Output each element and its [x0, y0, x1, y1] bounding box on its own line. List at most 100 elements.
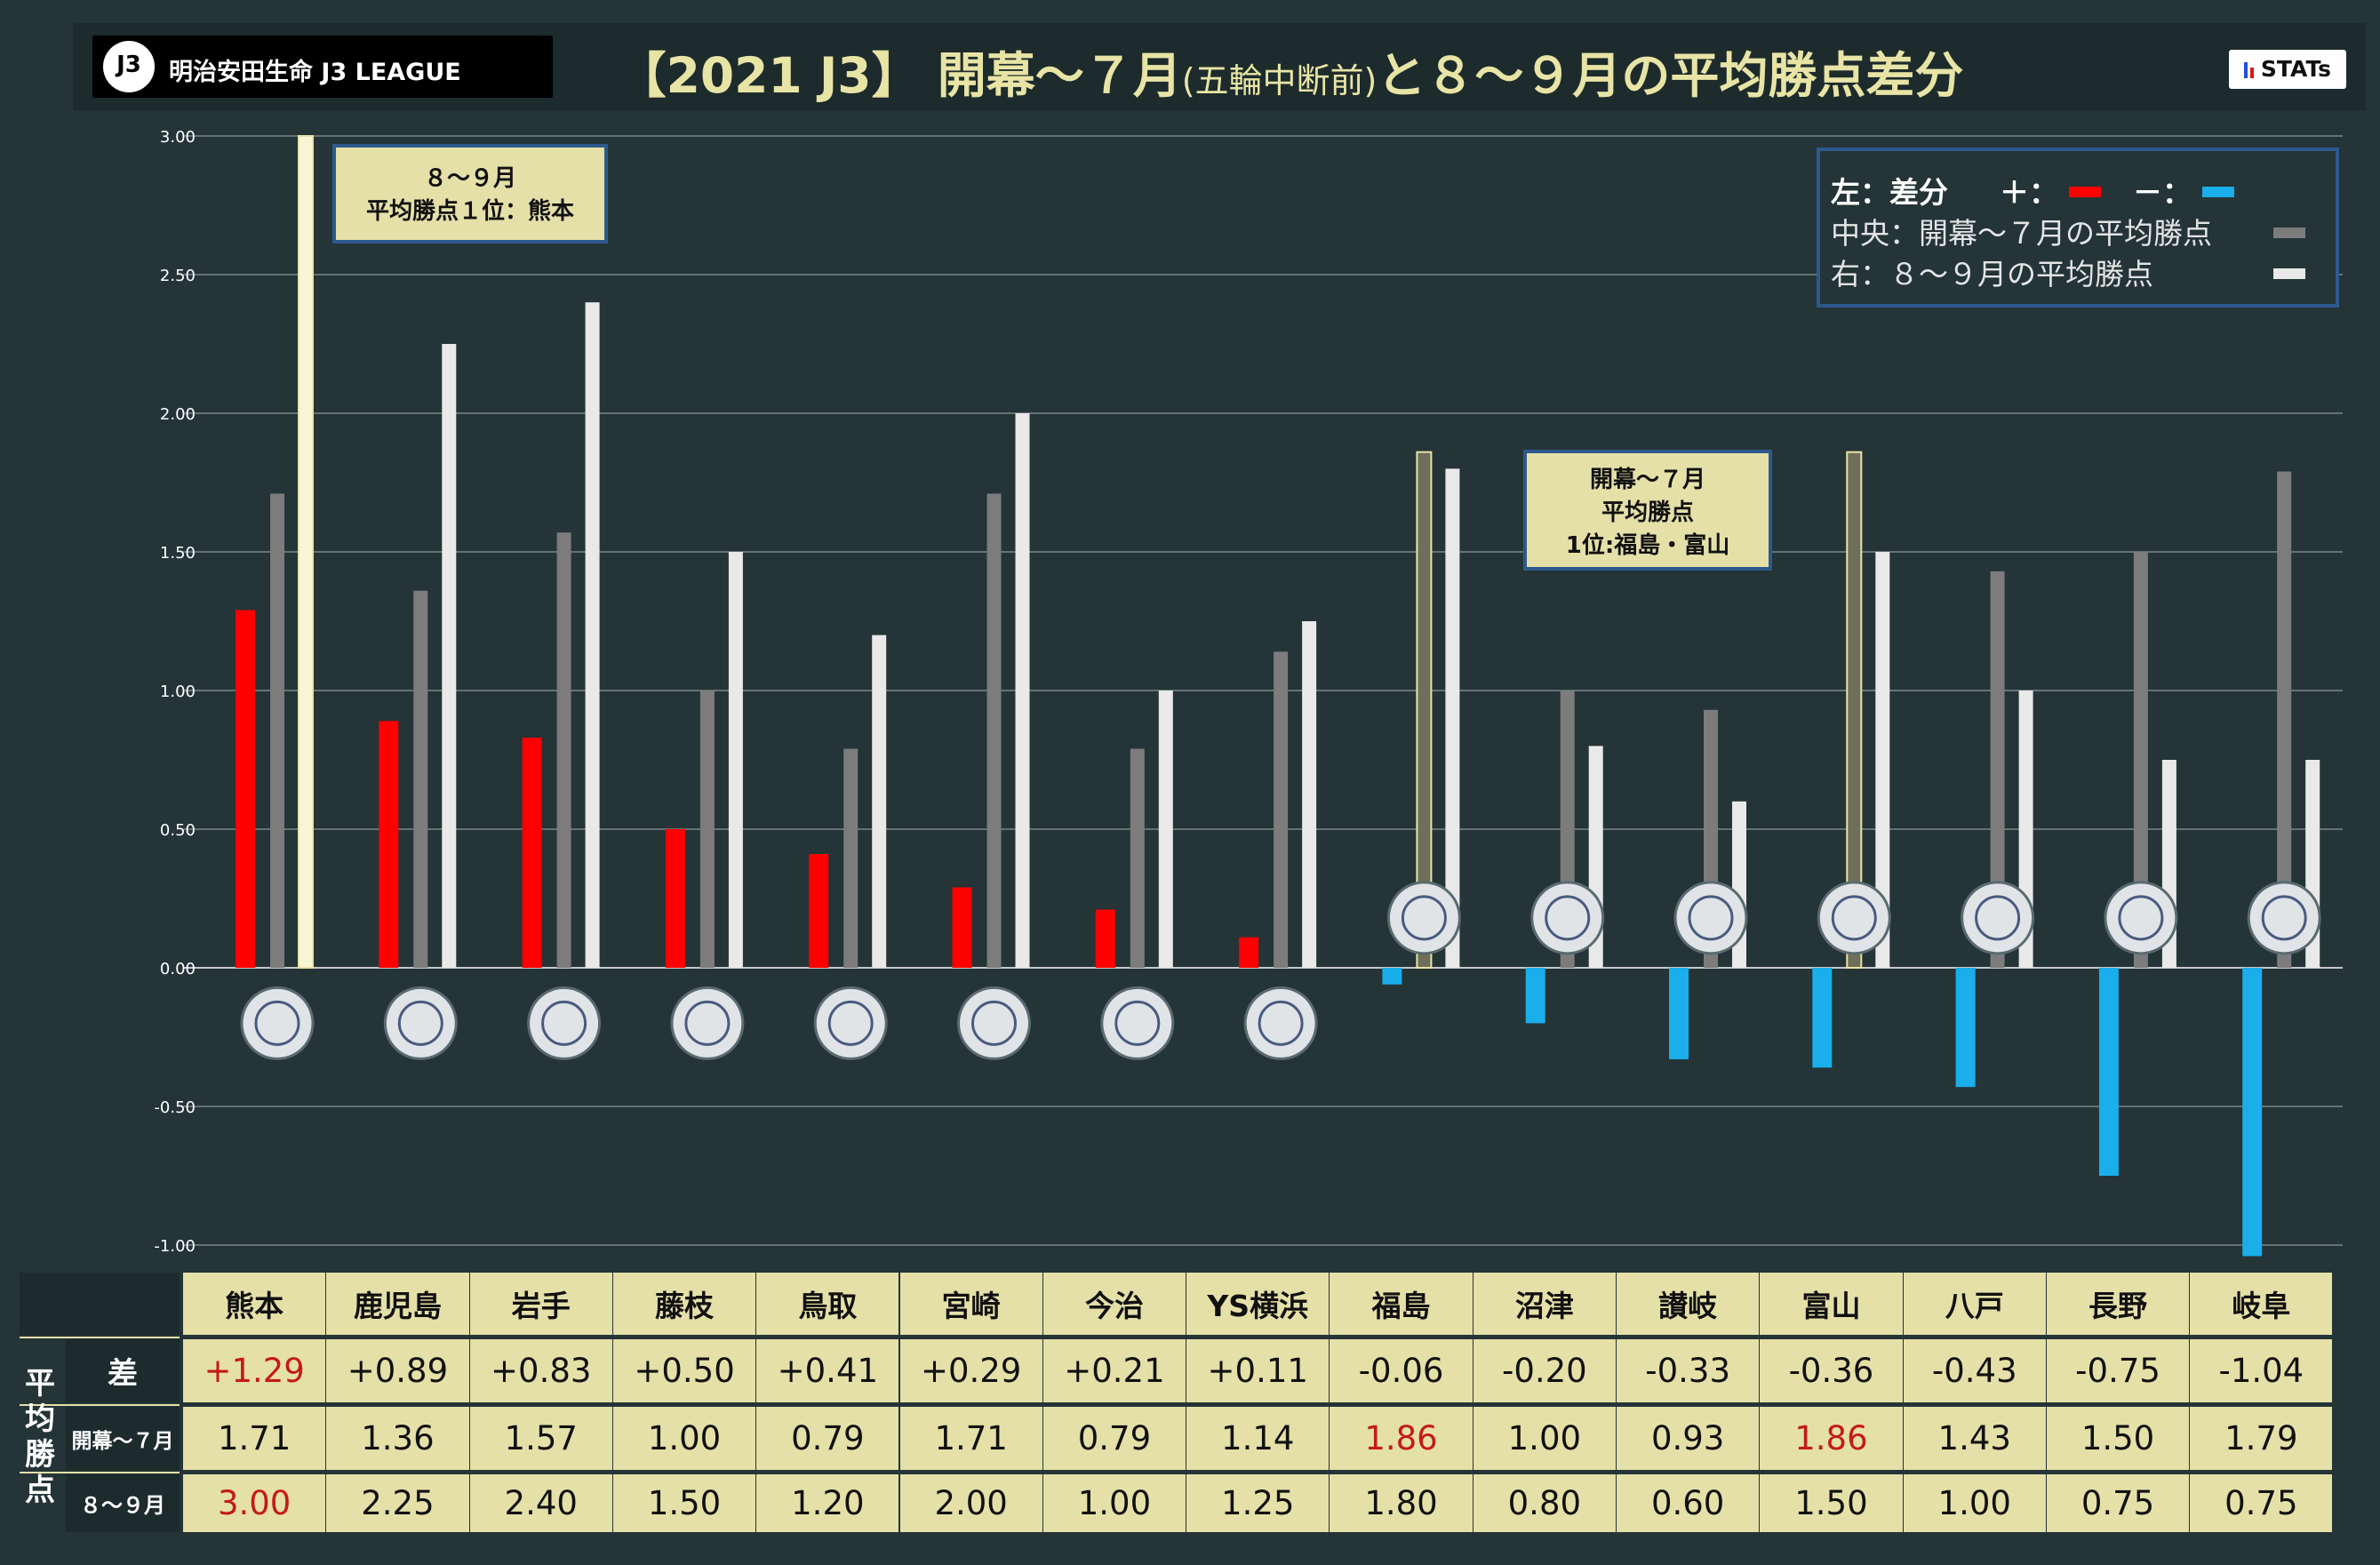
bar-diff-4	[665, 829, 685, 968]
team-emblem-icon	[1530, 881, 1605, 955]
bar-chart: 3.00 2.50 2.00 1.50 1.00 0.50 0.00 -0.50 -1.00	[154, 128, 2343, 1257]
data-table: 熊本 鹿児島 岩手 藤枝 鳥取 宮崎 今治 YS横浜 福島 沼津 讃岐 富山 八戸 長野 岐阜差開幕～７月 ８…	[20, 1273, 2350, 1532]
table-cell-aug-sep-3: 2.40	[469, 1474, 612, 1532]
title-main: 【2021 J3】 開幕～７月	[617, 47, 1182, 104]
table-header-4: 藤枝	[612, 1273, 756, 1335]
table-cell-diff-7: +0.21	[1042, 1339, 1186, 1402]
table-group-label: 平均勝点	[20, 1341, 60, 1532]
bar-open-jul-15	[2277, 471, 2292, 968]
table-cell-open-jul-8: 1.14	[1186, 1407, 1330, 1470]
table-divider	[20, 1337, 180, 1338]
bar-diff-2	[379, 721, 399, 968]
bar-diff-7	[1095, 909, 1115, 968]
bar-open-jul-6	[986, 493, 1002, 968]
table-divider	[20, 1404, 180, 1406]
table-cell-open-jul-10: 1.00	[1473, 1407, 1616, 1470]
bar-diff-1	[236, 610, 255, 968]
bar-diff-12	[1812, 968, 1833, 1068]
stats-bar-icon	[2243, 62, 2248, 78]
table-header-8: YS横浜	[1186, 1273, 1330, 1335]
table-header-10: 沼津	[1473, 1273, 1616, 1335]
table-cell-diff-8: +0.11	[1186, 1339, 1330, 1402]
y-tick-label: 0.50	[160, 821, 196, 840]
y-tick-label: 2.00	[160, 405, 196, 424]
bar-open-jul-4	[699, 691, 715, 968]
team-emblem-icon	[684, 1000, 731, 1046]
table-cell-diff-14: -0.75	[2046, 1339, 2190, 1402]
table-cell-aug-sep-9: 1.80	[1330, 1474, 1473, 1532]
row-label-aug-sep: ８～９月	[66, 1474, 180, 1532]
team-emblem-icon	[541, 1000, 587, 1046]
team-emblem-icon	[1975, 895, 2021, 941]
bar-aug-sep-3	[585, 302, 600, 968]
bar-open-jul-12	[1846, 451, 1863, 969]
bar-diff-15	[2242, 968, 2263, 1257]
page-title: 【2021 J3】 開幕～７月(五輪中断前)と８～９月の平均勝点差分	[553, 36, 2028, 107]
row-label-open-jul: 開幕～７月	[66, 1407, 180, 1470]
group-label-char: 点	[25, 1472, 55, 1508]
legend-diff-label: 左：差分	[1831, 175, 1948, 210]
bar-diff-11	[1669, 968, 1689, 1059]
y-tick-label: -0.50	[154, 1098, 196, 1117]
bar-aug-sep-9	[1445, 468, 1460, 968]
team-emblem-icon	[1831, 895, 1877, 941]
team-emblem-icon	[2118, 895, 2164, 941]
bar-open-jul-3	[556, 532, 571, 968]
bar-open-jul-1	[270, 493, 284, 968]
team-emblem-icon	[1401, 895, 1447, 941]
team-emblem-icon	[1817, 881, 1891, 955]
table-cell-diff-9: -0.06	[1330, 1339, 1473, 1402]
bar-aug-sep-6	[1015, 413, 1030, 968]
table-cell-open-jul-3: 1.57	[469, 1407, 612, 1470]
stats-label: STATs	[2260, 56, 2332, 82]
table-cell-open-jul-2: 1.36	[326, 1407, 469, 1470]
bar-diff-5	[809, 854, 829, 968]
title-paren: (五輪中断前)	[1181, 61, 1378, 100]
table-cell-aug-sep-12: 1.50	[1760, 1474, 1903, 1532]
bar-open-jul-13	[1990, 571, 2005, 968]
bar-diff-6	[952, 887, 972, 968]
table-header-11: 讃岐	[1617, 1273, 1760, 1335]
table-divider	[20, 1472, 180, 1473]
bar-diff-8	[1239, 937, 1259, 968]
team-emblem-icon	[1258, 1000, 1304, 1046]
table-cell-aug-sep-5: 1.20	[756, 1474, 899, 1532]
y-tick-label: 1.00	[160, 683, 196, 701]
bar-open-jul-5	[843, 748, 859, 968]
table-cell-aug-sep-6: 2.00	[899, 1474, 1042, 1532]
callout-line: 1位:福島・富山	[1565, 532, 1730, 559]
legend-open-jul-swatch	[2273, 228, 2305, 238]
team-emblem-icon	[1100, 986, 1175, 1060]
table-header-1: 熊本	[183, 1273, 326, 1335]
callout-line: 平均勝点	[1601, 499, 1694, 526]
table-cell-aug-sep-1: 3.00	[183, 1474, 326, 1532]
bar-aug-sep-2	[442, 344, 457, 968]
team-emblem-icon	[957, 986, 1031, 1060]
bar-open-jul-14	[2133, 552, 2148, 968]
bar-open-jul-8	[1274, 651, 1289, 968]
stats-logo: STATs	[2229, 50, 2346, 89]
table-corner	[20, 1273, 180, 1335]
stats-bar-icon	[2249, 68, 2254, 78]
team-emblem-icon	[971, 1000, 1017, 1046]
title-tail: と８～９月の平均勝点差分	[1377, 47, 1964, 104]
chart-legend: 左：差分 ＋： －： 中央：開幕～７月の平均勝点 右：８～９月の平均勝点	[1817, 148, 2339, 307]
table-cell-aug-sep-7: 1.00	[1042, 1474, 1186, 1532]
team-emblem-icon	[813, 986, 888, 1060]
team-emblem-icon	[1545, 895, 1591, 941]
table-cell-aug-sep-13: 1.00	[1903, 1474, 2046, 1532]
row-label-diff: 差	[66, 1339, 180, 1402]
team-emblem-icon	[2104, 881, 2178, 955]
table-header-6: 宮崎	[899, 1273, 1042, 1335]
table-cell-diff-4: +0.50	[612, 1339, 756, 1402]
table-cell-open-jul-9: 1.86	[1330, 1407, 1473, 1470]
table-header-14: 長野	[2046, 1273, 2190, 1335]
table-cell-open-jul-7: 0.79	[1042, 1407, 1186, 1470]
league-logo: J3 明治安田生命 J3 LEAGUE	[92, 36, 553, 98]
table-cell-diff-15: -1.04	[2190, 1339, 2333, 1402]
table-cell-open-jul-11: 0.93	[1617, 1407, 1760, 1470]
team-emblem-icon	[827, 1000, 874, 1046]
group-label-char: 平	[25, 1365, 55, 1401]
table-cell-aug-sep-11: 0.60	[1617, 1474, 1760, 1532]
j3-emblem-icon: J3	[103, 41, 155, 92]
